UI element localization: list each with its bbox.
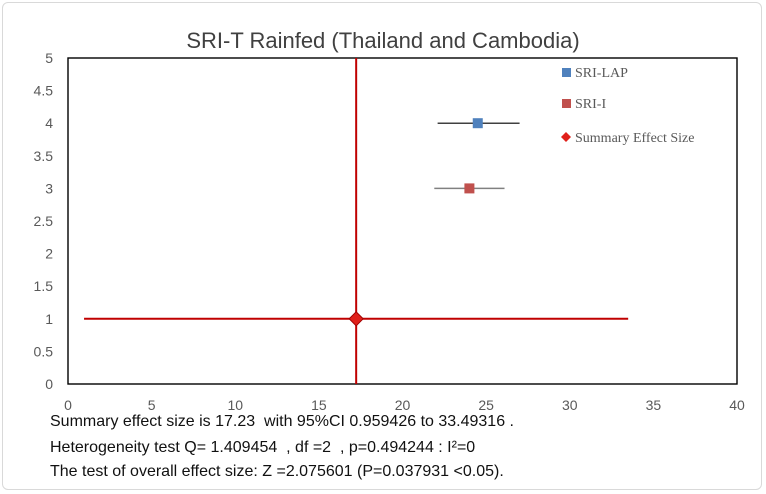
y-tick-label: 3.5 [34, 148, 54, 164]
x-tick-label: 25 [478, 397, 494, 410]
y-tick-label: 1 [45, 311, 53, 327]
legend-marker-1 [562, 99, 571, 108]
x-tick-label: 0 [64, 397, 72, 410]
legend-label: Summary Effect Size [575, 131, 695, 146]
x-tick-label: 10 [227, 397, 243, 410]
chart-title: SRI-T Rainfed (Thailand and Cambodia) [186, 28, 579, 53]
x-tick-label: 5 [148, 397, 156, 410]
y-tick-label: 5 [45, 50, 53, 66]
forest-plot: SRI-T Rainfed (Thailand and Cambodia) 0 5… [34, 28, 745, 410]
x-tick-label: 15 [311, 397, 327, 410]
y-tick-label: 4 [45, 115, 53, 131]
plot-area-border [67, 57, 738, 385]
summary-effect-text: Summary effect size is 17.23 with 95%CI … [50, 413, 514, 430]
x-tick-label: 35 [646, 397, 662, 410]
legend-marker-diamond [561, 132, 571, 142]
x-tick-label: 40 [729, 397, 745, 410]
point-summary-diamond [348, 311, 364, 327]
legend-marker-0 [562, 68, 571, 77]
y-tick-label: 0.5 [34, 343, 54, 359]
legend-label: SRI-I [575, 97, 606, 112]
y-tick-label: 3 [45, 180, 53, 196]
x-tick-label: 30 [562, 397, 578, 410]
overall-test-text: The test of overall effect size: Z =2.07… [50, 463, 504, 480]
y-tick-label: 2.5 [34, 213, 54, 229]
y-tick-label: 0 [45, 376, 53, 392]
axes: 0 5 10 15 20 25 30 35 40 0 0.5 1 1.5 2 2.5 3 3.5 4 4.5 5 [34, 50, 745, 410]
y-tick-label: 1.5 [34, 278, 54, 294]
y-tick-label: 2 [45, 246, 53, 262]
heterogeneity-text: Heterogeneity test Q= 1.409454 , df =2 ,… [50, 439, 476, 456]
y-tick-label: 4.5 [34, 83, 54, 99]
x-tick-label: 20 [395, 397, 411, 410]
legend: SRI-LAP SRI-I Summary Effect Size [561, 66, 695, 146]
point-0 [472, 118, 483, 129]
legend-label: SRI-LAP [575, 66, 628, 81]
point-1 [464, 183, 475, 194]
data-marks [84, 58, 629, 384]
